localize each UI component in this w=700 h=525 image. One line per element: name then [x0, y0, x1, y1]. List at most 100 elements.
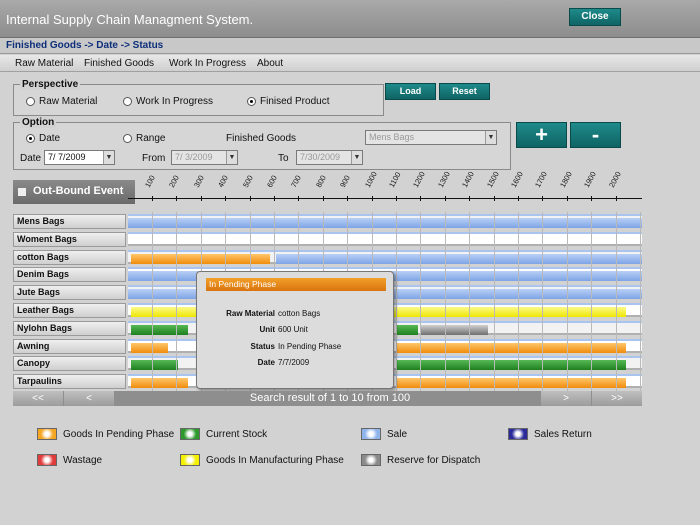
tick-mark — [396, 196, 397, 201]
tick-mark — [518, 196, 519, 201]
reset-button[interactable]: Reset — [439, 83, 490, 100]
finished-goods-value: Mens Bags — [369, 132, 415, 142]
date-value: 7/ 7/2009 — [48, 152, 86, 162]
finished-goods-label: Finished Goods — [226, 133, 297, 144]
popup-unit-label: Unit — [259, 325, 275, 334]
perspective-title: Perspective — [20, 79, 81, 90]
radio-work-in-progress[interactable] — [123, 97, 132, 106]
pager-last-button[interactable]: >> — [592, 391, 642, 406]
timeline-bar[interactable] — [131, 253, 270, 264]
from-value: 7/ 3/2009 — [175, 152, 213, 162]
tick-label: 300 — [191, 173, 206, 189]
timeline-bar[interactable] — [420, 324, 488, 335]
tick-mark — [542, 196, 544, 201]
row-label: Canopy — [13, 356, 126, 372]
timeline-bar[interactable] — [128, 218, 642, 228]
timeline-bar[interactable] — [396, 342, 626, 353]
pager-next-button[interactable]: > — [541, 391, 591, 406]
timeline-bar[interactable] — [131, 342, 168, 353]
tick-mark — [371, 196, 373, 201]
timeline-bar[interactable] — [131, 324, 188, 335]
perspective-panel — [13, 84, 384, 116]
tick-label: 900 — [338, 173, 353, 189]
grid-line — [542, 212, 544, 392]
tick-label: 1700 — [533, 170, 550, 189]
legend-label: Goods In Manufacturing Phase — [206, 455, 344, 466]
timeline-bar[interactable] — [396, 324, 418, 335]
tick-mark — [420, 196, 422, 201]
legend-label: Goods In Pending Phase — [63, 429, 175, 440]
radio-finished-product-label: Finised Product — [260, 96, 330, 107]
from-select[interactable]: 7/ 3/2009 ▼ — [171, 150, 238, 165]
close-button[interactable]: Close — [569, 8, 621, 26]
tick-mark — [591, 196, 593, 201]
date-select[interactable]: 7/ 7/2009 ▼ — [44, 150, 115, 165]
tick-mark — [444, 196, 446, 201]
tick-mark — [152, 196, 153, 201]
timeline-row — [128, 249, 642, 264]
tick-label: 500 — [240, 173, 255, 189]
zoom-out-button[interactable]: - — [570, 122, 621, 148]
tick-mark — [469, 196, 471, 201]
tick-label: 200 — [167, 173, 182, 189]
row-label: Leather Bags — [13, 303, 126, 318]
popup-raw-material-label: Raw Material — [226, 309, 275, 318]
legend-label: Wastage — [63, 455, 103, 466]
tick-label: 1800 — [557, 170, 574, 189]
option-title: Option — [20, 117, 57, 128]
menu-item-work-in-progress[interactable]: Work In Progress — [169, 58, 247, 69]
zoom-in-button[interactable]: + — [516, 122, 567, 148]
timeline-bar[interactable] — [131, 378, 188, 389]
grid-line — [444, 212, 446, 392]
popup-status-value: In Pending Phase — [278, 342, 342, 351]
tick-label: 100 — [143, 173, 157, 189]
search-result-text: Search result of 1 to 10 from 100 — [249, 392, 411, 404]
menu-item-finished-goods[interactable]: Finished Goods — [84, 58, 155, 69]
tick-mark — [566, 196, 568, 201]
finished-goods-select[interactable]: Mens Bags ▼ — [365, 130, 497, 145]
popup-raw-material-value: cotton Bags — [278, 309, 321, 318]
tick-label: 1300 — [435, 170, 452, 189]
to-select[interactable]: 7/30/2009 ▼ — [296, 150, 363, 165]
tick-mark — [225, 196, 227, 201]
radio-date-label: Date — [39, 133, 61, 144]
chevron-down-icon: ▼ — [103, 151, 114, 164]
load-button[interactable]: Load — [385, 83, 436, 100]
row-label: Woment Bags — [13, 231, 126, 247]
radio-range-label: Range — [136, 133, 166, 144]
chevron-down-icon: ▼ — [351, 151, 362, 164]
chevron-down-icon: ▼ — [226, 151, 237, 164]
menu-item-about[interactable]: About — [257, 58, 284, 69]
timeline-row — [128, 214, 642, 228]
timeline-bar[interactable] — [396, 378, 626, 389]
row-label: Tarpaulins — [13, 374, 126, 390]
grid-line — [152, 212, 153, 392]
grid-line — [640, 212, 641, 392]
radio-range[interactable] — [123, 134, 132, 143]
pager-prev-button[interactable]: < — [64, 391, 114, 406]
tick-label: 1400 — [460, 170, 477, 189]
legend-label: Sales Return — [534, 429, 592, 440]
row-label: Nylohn Bags — [13, 320, 126, 336]
radio-raw-material[interactable] — [26, 97, 35, 106]
tick-label: 1000 — [362, 170, 379, 189]
tick-mark — [249, 196, 251, 201]
tick-label: 400 — [216, 173, 231, 189]
date-field-label: Date — [20, 153, 42, 164]
legend-swatch — [361, 428, 381, 440]
radio-finished-product[interactable] — [247, 97, 256, 106]
tick-mark — [176, 196, 178, 201]
timeline-row — [128, 231, 642, 246]
tick-mark — [298, 196, 300, 201]
tick-mark — [347, 196, 349, 201]
row-label: Awning — [13, 338, 126, 354]
radio-raw-material-label: Raw Material — [39, 96, 98, 107]
pager-first-button[interactable]: << — [13, 391, 63, 406]
timeline-bar[interactable] — [396, 360, 626, 371]
timeline-bar[interactable] — [276, 253, 642, 264]
timeline-bar[interactable] — [131, 360, 178, 371]
menu-item-raw-material[interactable]: Raw Material — [15, 58, 74, 69]
radio-date[interactable] — [26, 134, 35, 143]
legend-swatch — [361, 454, 381, 466]
grid-line — [469, 212, 471, 392]
